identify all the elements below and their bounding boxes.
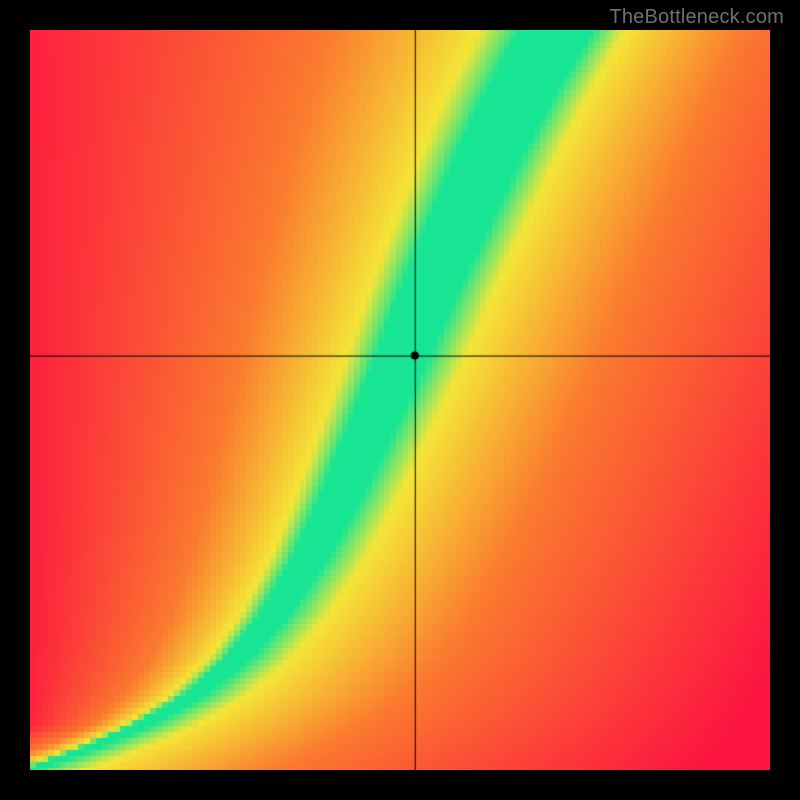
watermark-text: TheBottleneck.com xyxy=(609,6,784,29)
heatmap-canvas xyxy=(30,30,770,770)
chart-container: TheBottleneck.com xyxy=(0,0,800,800)
plot-area xyxy=(30,30,770,770)
